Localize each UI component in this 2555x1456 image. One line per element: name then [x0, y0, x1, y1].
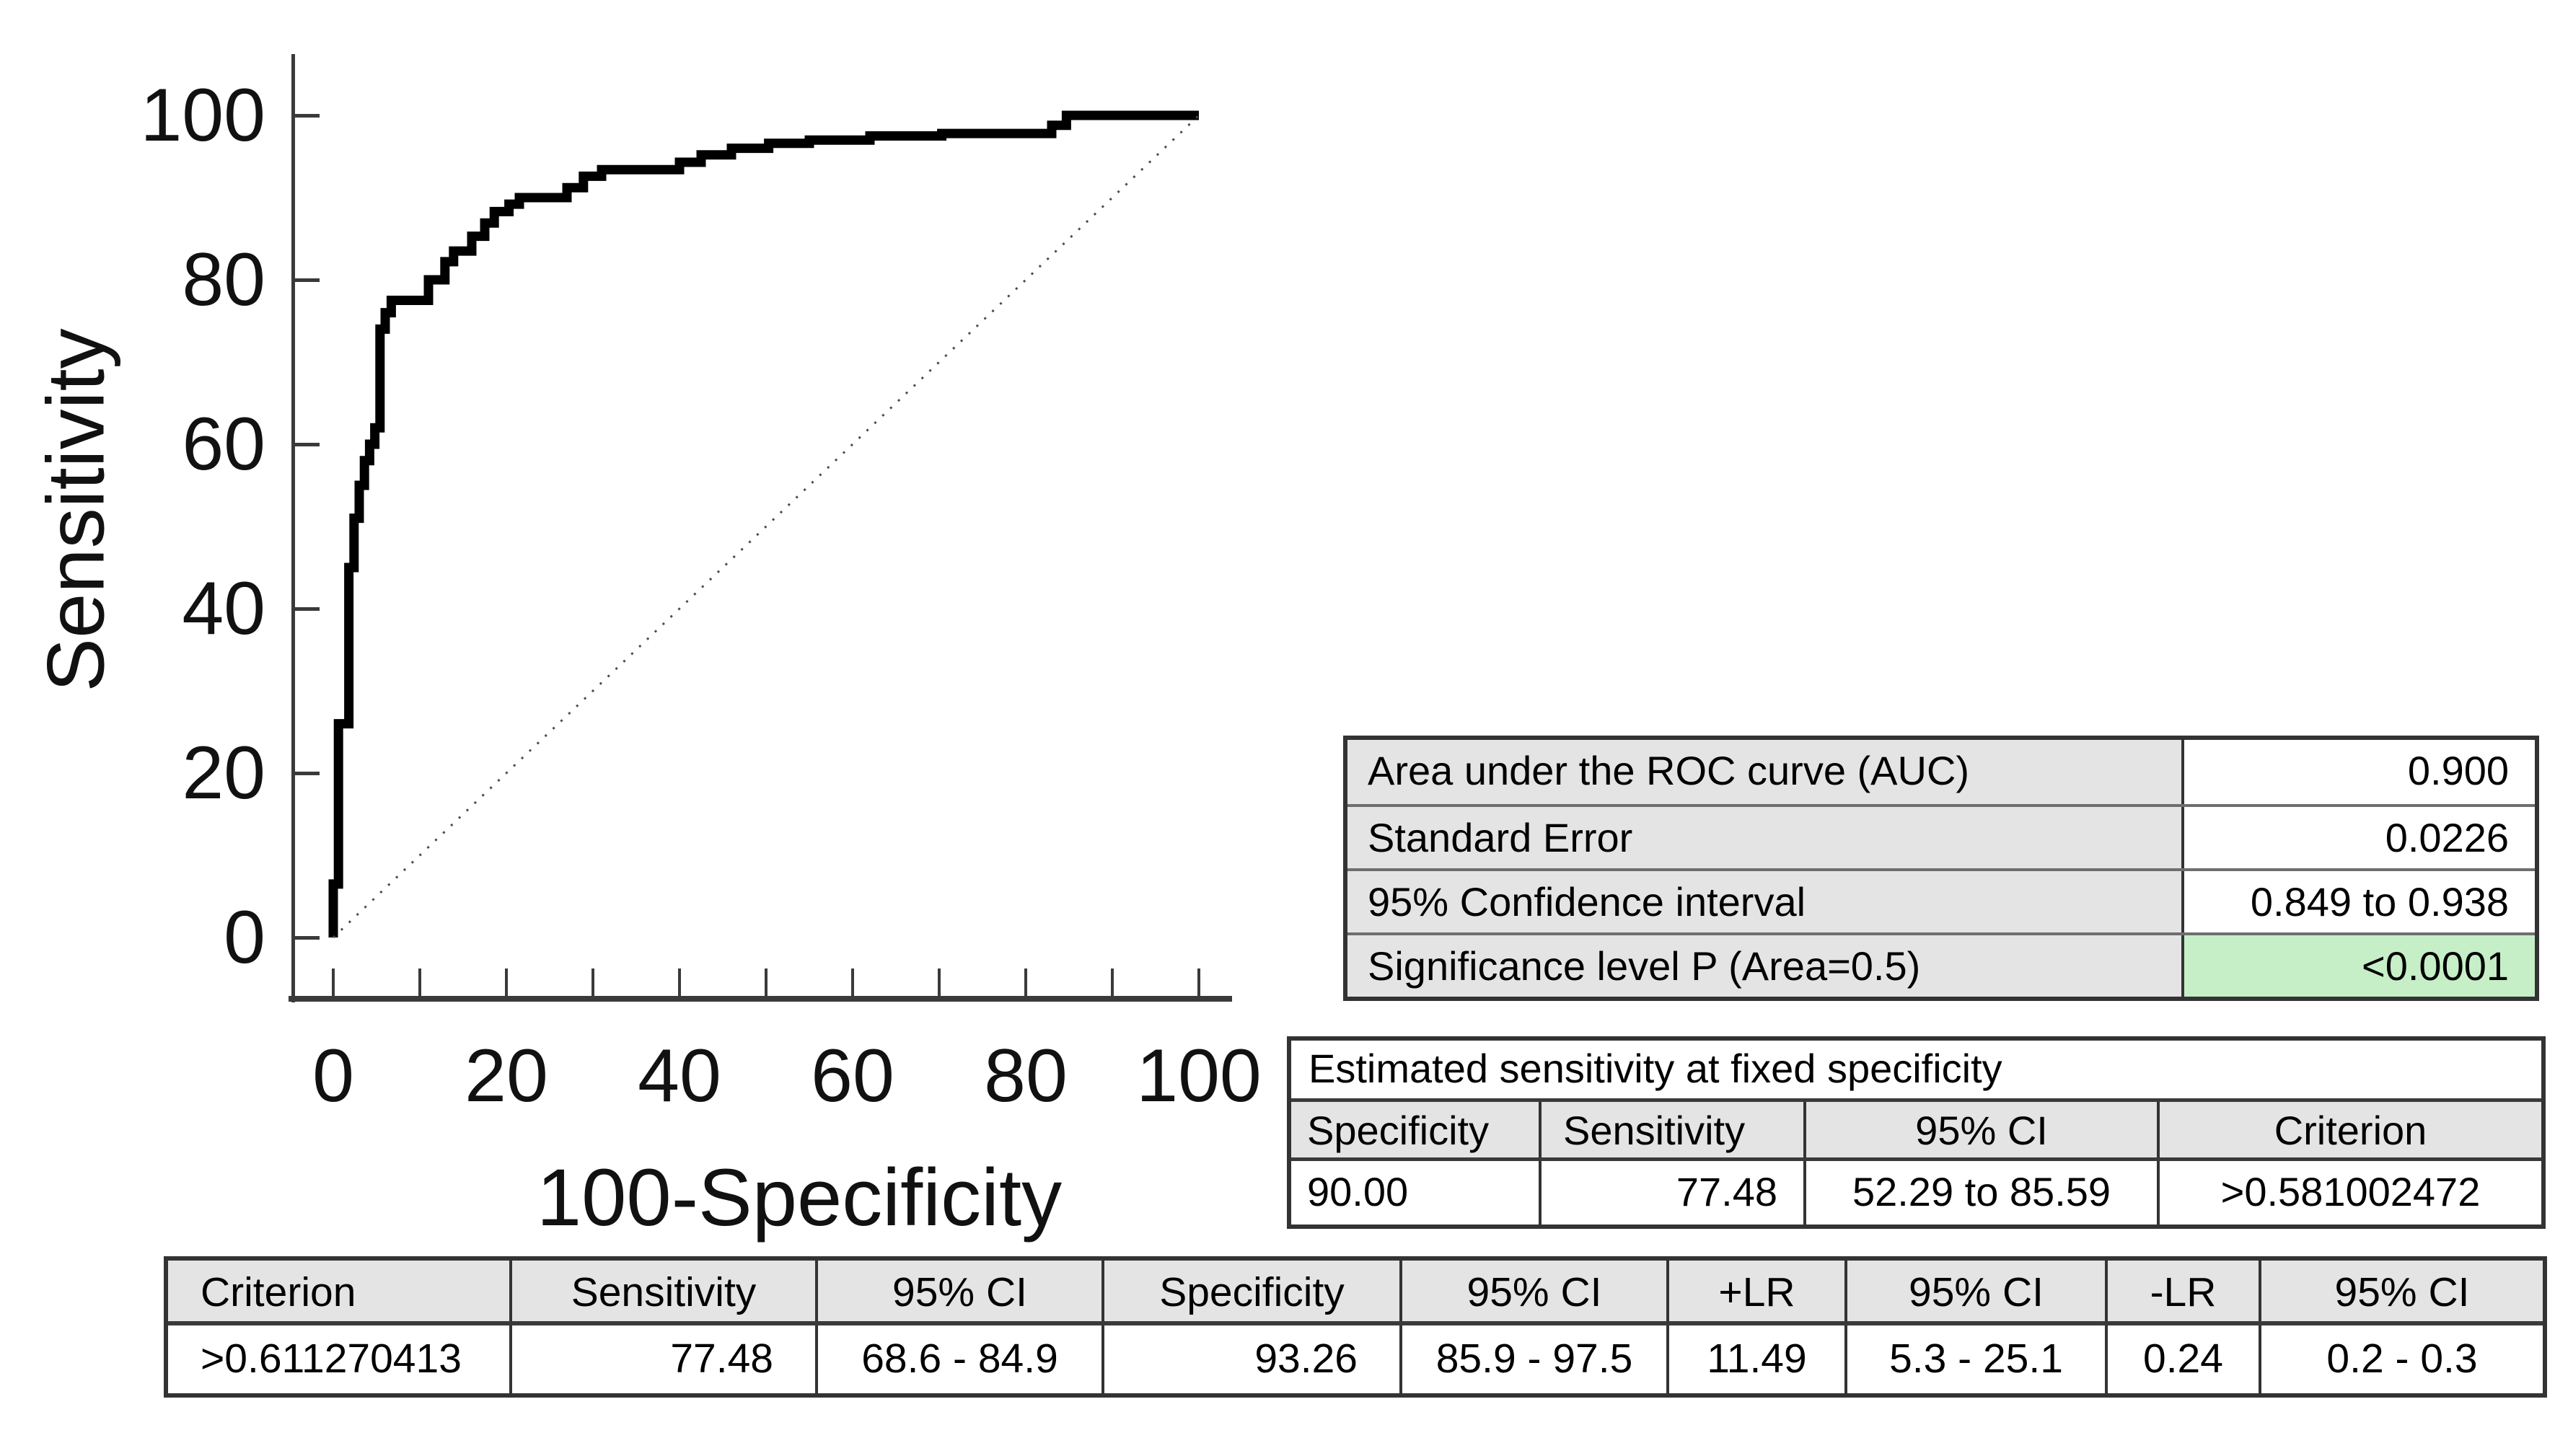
x-tick-mark — [592, 969, 594, 996]
column-header: Criterion — [2157, 1102, 2541, 1157]
specificity-ci-value: 85.9 - 97.5 — [1399, 1325, 1666, 1393]
y-tick-mark — [295, 772, 320, 775]
negative-lr-value: 0.24 — [2105, 1325, 2259, 1393]
x-tick-mark — [1024, 969, 1027, 996]
significance-level-label: Significance level P (Area=0.5) — [1347, 935, 2184, 997]
table-row: >0.611270413 77.48 68.6 - 84.9 93.26 85.… — [168, 1325, 2543, 1393]
y-tick-label: 60 — [182, 402, 265, 486]
y-tick-mark — [295, 443, 320, 446]
table-row: 95% Confidence interval 0.849 to 0.938 — [1347, 868, 2535, 932]
x-tick-label: 20 — [465, 1034, 548, 1118]
y-axis-title: Sensitivity — [30, 328, 121, 692]
column-header: 95% CI — [1803, 1102, 2157, 1157]
y-tick-mark — [295, 936, 320, 940]
y-tick-label: 0 — [224, 896, 265, 979]
x-tick-label: 60 — [811, 1034, 894, 1118]
table-row: Area under the ROC curve (AUC) 0.900 — [1347, 740, 2535, 804]
y-tick-mark — [295, 114, 320, 118]
column-header: 95% CI — [1844, 1261, 2105, 1321]
sensitivity-value: 77.48 — [509, 1325, 815, 1393]
chance-diagonal-line — [332, 114, 1200, 939]
sensitivity-ci-value: 68.6 - 84.9 — [815, 1325, 1101, 1393]
column-header: Specificity — [1291, 1102, 1539, 1157]
specificity-value: 93.26 — [1101, 1325, 1399, 1393]
table-row: Significance level P (Area=0.5) <0.0001 — [1347, 932, 2535, 997]
positive-lr-ci-value: 5.3 - 25.1 — [1844, 1325, 2105, 1393]
column-header: -LR — [2105, 1261, 2259, 1321]
column-header: Specificity — [1101, 1261, 1399, 1321]
confidence-interval-label: 95% Confidence interval — [1347, 871, 2184, 932]
roc-curve — [328, 110, 1199, 937]
x-tick-mark — [418, 969, 421, 996]
x-tick-label: 40 — [638, 1034, 721, 1118]
y-tick-mark — [295, 607, 320, 611]
x-tick-mark — [1111, 969, 1114, 996]
criterion-value: >0.581002472 — [2157, 1161, 2541, 1225]
table-row: Standard Error 0.0226 — [1347, 804, 2535, 868]
negative-lr-ci-value: 0.2 - 0.3 — [2259, 1325, 2543, 1393]
column-header: +LR — [1666, 1261, 1844, 1321]
table-row: 90.00 77.48 52.29 to 85.59 >0.581002472 — [1291, 1161, 2541, 1225]
fixed-specificity-table-title: Estimated sensitivity at fixed specifici… — [1291, 1041, 2541, 1102]
x-tick-mark — [851, 969, 854, 996]
column-header: 95% CI — [815, 1261, 1101, 1321]
y-tick-mark — [295, 278, 320, 282]
y-tick-label: 100 — [140, 74, 265, 157]
x-tick-mark — [1197, 969, 1200, 996]
auc-label: Area under the ROC curve (AUC) — [1347, 740, 2184, 804]
x-tick-mark — [765, 969, 768, 996]
fixed-specificity-table: Estimated sensitivity at fixed specifici… — [1287, 1036, 2546, 1229]
y-tick-label: 80 — [182, 238, 265, 322]
x-tick-label: 0 — [312, 1034, 354, 1118]
x-tick-label: 100 — [1136, 1034, 1262, 1118]
x-tick-mark — [332, 969, 335, 996]
roc-plot: 0 20 40 60 80 100 0 20 40 60 80 100 Sensitivity 10… — [0, 0, 1298, 1269]
x-axis-line — [289, 996, 1232, 1002]
x-tick-mark — [678, 969, 681, 996]
x-tick-mark — [505, 969, 508, 996]
confidence-interval-value: 0.849 to 0.938 — [2184, 871, 2535, 932]
criterion-value: >0.611270413 — [168, 1325, 509, 1393]
x-tick-mark — [938, 969, 941, 996]
y-tick-label: 20 — [182, 731, 265, 815]
ci-value: 52.29 to 85.59 — [1803, 1161, 2157, 1225]
column-header: Criterion — [168, 1261, 509, 1321]
x-tick-label: 80 — [984, 1034, 1068, 1118]
column-header: Sensitivity — [1539, 1102, 1803, 1157]
column-header: 95% CI — [2259, 1261, 2543, 1321]
standard-error-label: Standard Error — [1347, 807, 2184, 868]
standard-error-value: 0.0226 — [2184, 807, 2535, 868]
auc-summary-table: Area under the ROC curve (AUC) 0.900 Sta… — [1343, 736, 2539, 1001]
significance-level-value: <0.0001 — [2184, 935, 2535, 997]
criterion-detail-table: Criterion Sensitivity 95% CI Specificity… — [164, 1256, 2547, 1398]
positive-lr-value: 11.49 — [1666, 1325, 1844, 1393]
sensitivity-value: 77.48 — [1539, 1161, 1803, 1225]
column-header: 95% CI — [1399, 1261, 1666, 1321]
specificity-value: 90.00 — [1291, 1161, 1539, 1225]
auc-value: 0.900 — [2184, 740, 2535, 804]
column-header: Sensitivity — [509, 1261, 815, 1321]
y-axis-line — [291, 54, 295, 1002]
table-header-row: Specificity Sensitivity 95% CI Criterion — [1291, 1102, 2541, 1161]
table-header-row: Criterion Sensitivity 95% CI Specificity… — [168, 1261, 2543, 1325]
x-axis-title: 100-Specificity — [536, 1152, 1063, 1243]
y-tick-label: 40 — [182, 567, 265, 650]
